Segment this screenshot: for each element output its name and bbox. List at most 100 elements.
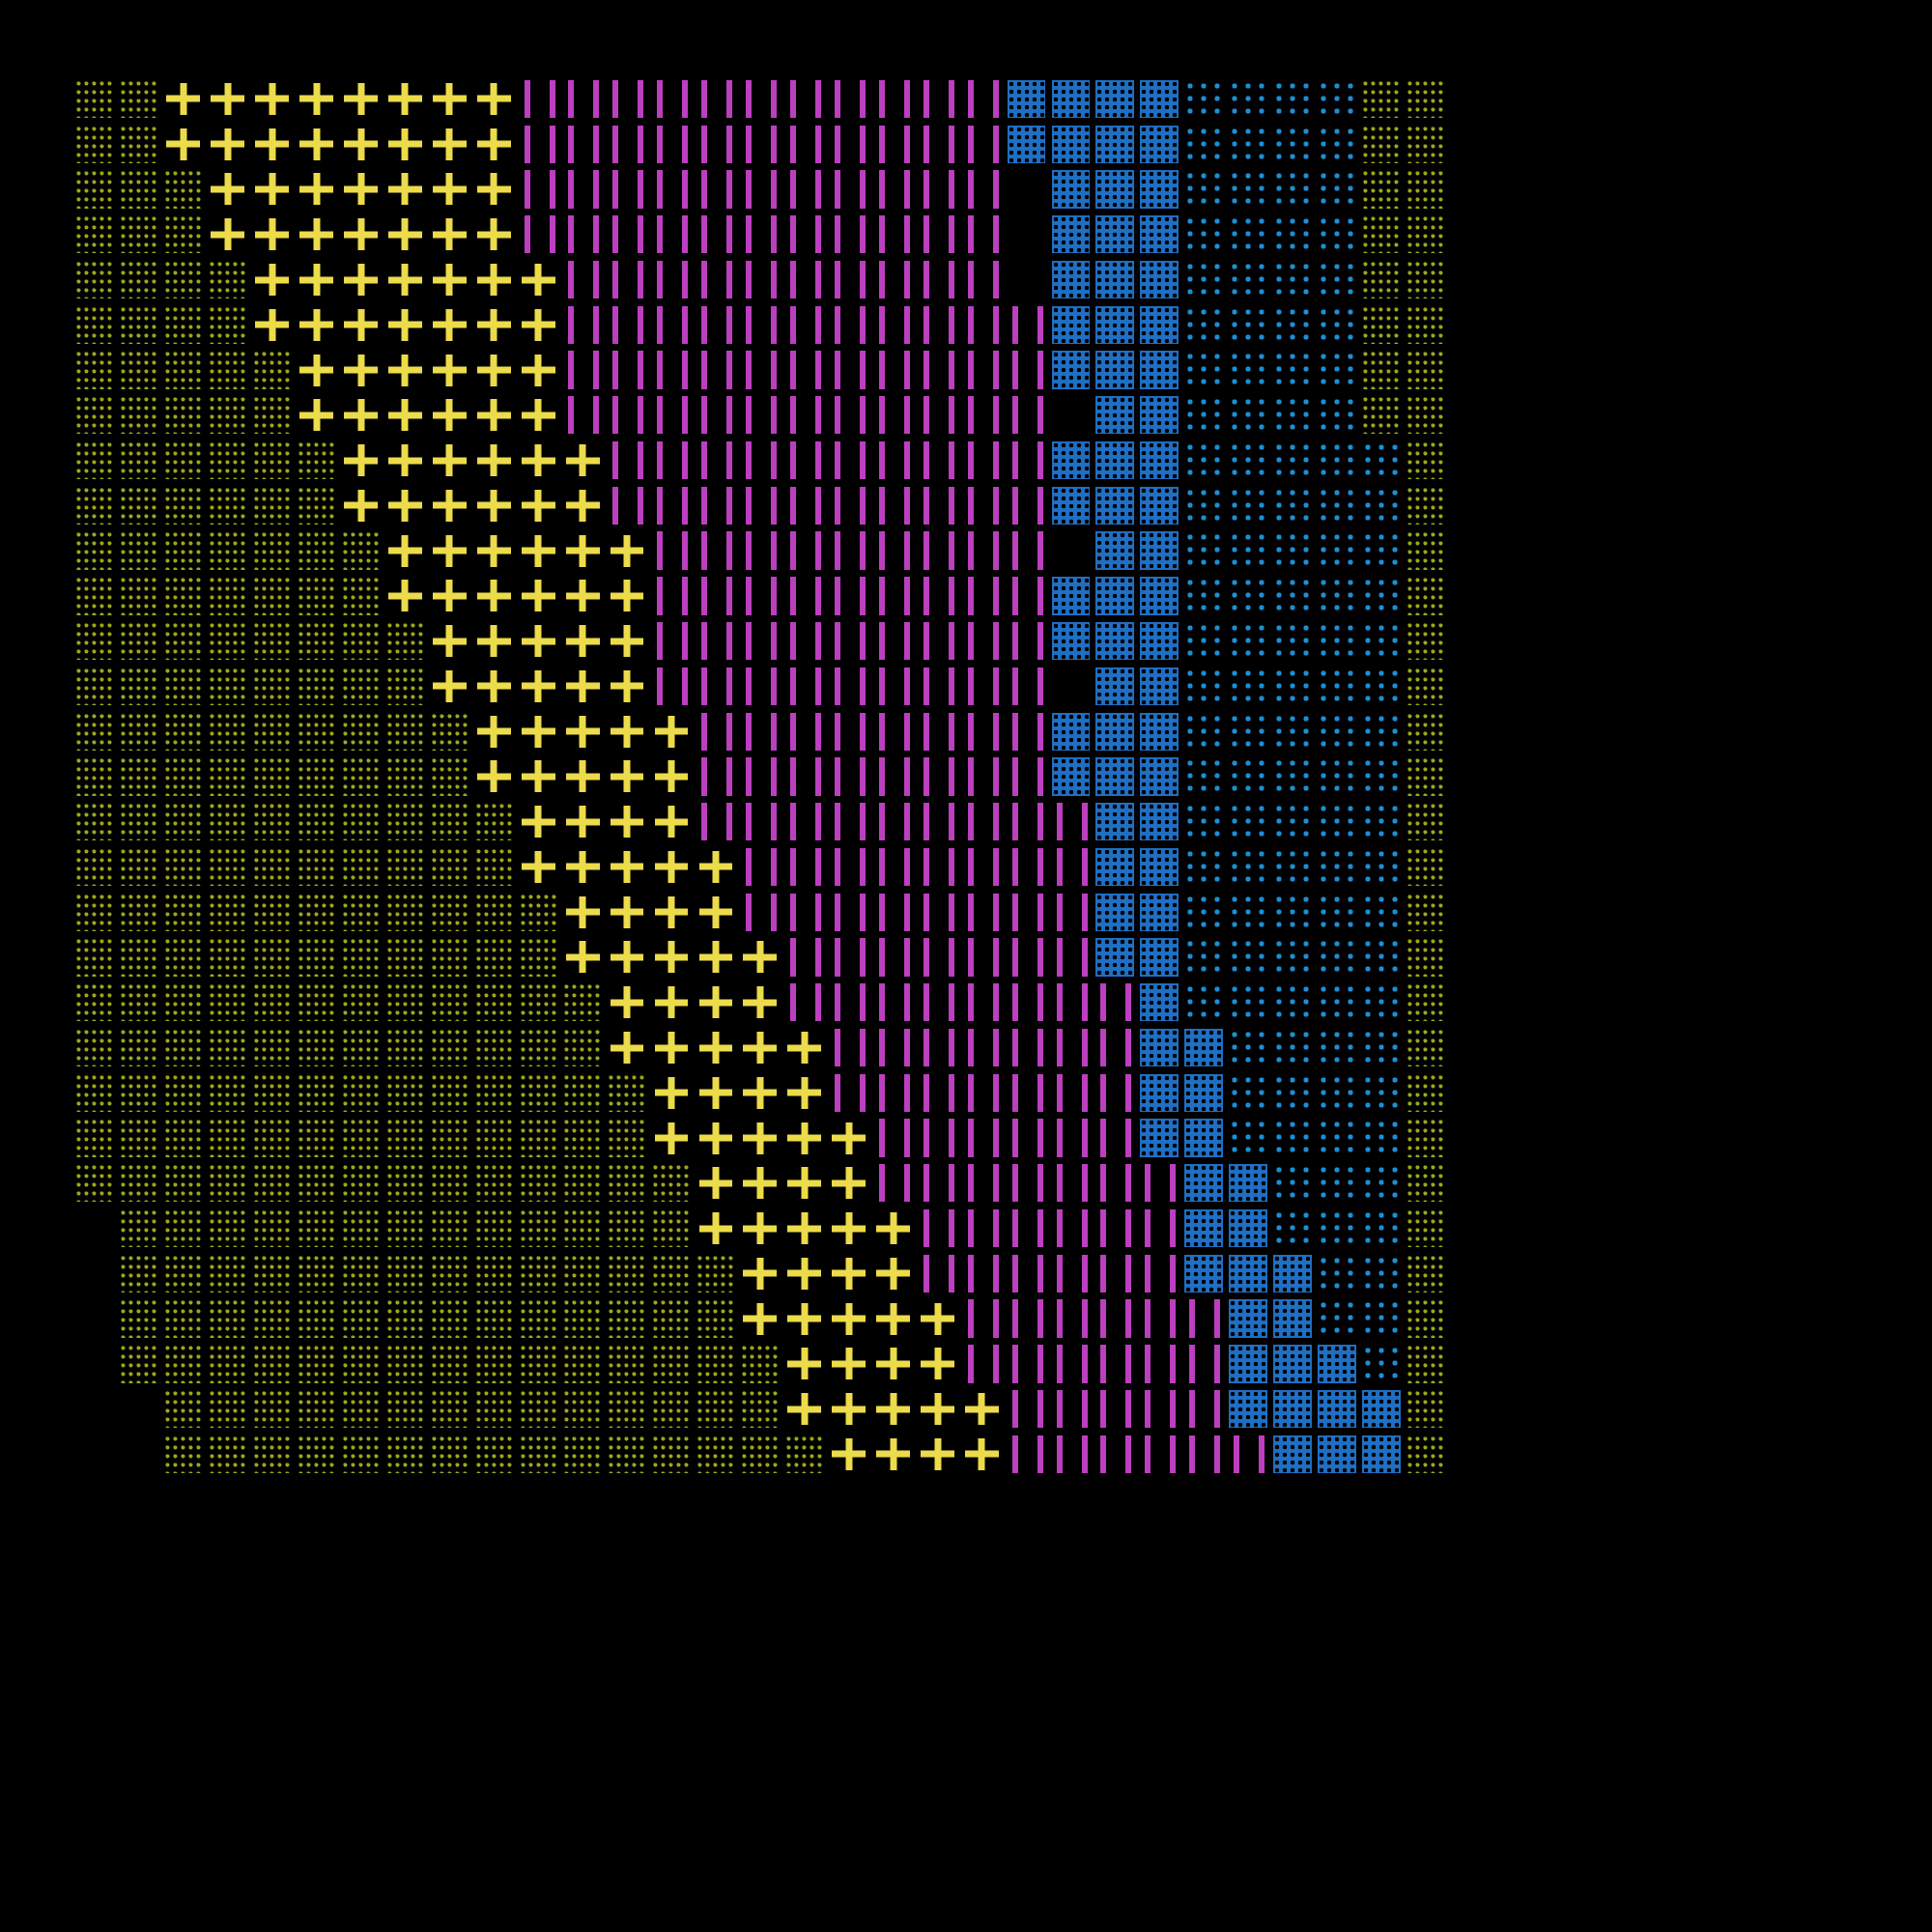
heatmap-cell-glyph	[962, 938, 1002, 977]
heatmap-cell-glyph	[652, 351, 691, 389]
heatmap-cell-glyph	[520, 577, 558, 614]
heatmap-cell	[207, 1433, 251, 1478]
heatmap-cell-glyph	[1229, 712, 1267, 751]
heatmap-cell	[340, 1252, 384, 1297]
heatmap-cell-glyph	[1140, 712, 1179, 751]
heatmap-cell	[783, 754, 828, 800]
heatmap-cell	[1316, 349, 1360, 394]
heatmap-cell	[917, 258, 961, 303]
heatmap-cell-glyph	[1140, 1254, 1179, 1293]
cross-horizontal-bar	[565, 908, 600, 916]
heatmap-cell	[828, 665, 872, 710]
heatmap-cell	[828, 800, 872, 845]
heatmap-cell	[118, 1161, 162, 1207]
heatmap-cell-glyph	[1229, 531, 1267, 570]
heatmap-cell	[251, 710, 296, 755]
heatmap-cell-glyph	[652, 938, 691, 976]
heatmap-cell-glyph	[1229, 1299, 1267, 1338]
heatmap-cell-glyph	[1273, 396, 1312, 435]
heatmap-cell	[606, 1433, 650, 1478]
heatmap-cell-glyph	[1051, 260, 1091, 299]
heatmap-cell-glyph	[652, 1435, 691, 1474]
cross-horizontal-bar	[476, 95, 511, 102]
heatmap-cell	[1405, 1433, 1449, 1478]
heatmap-cell	[739, 1433, 783, 1478]
heatmap-cell	[1182, 77, 1227, 123]
heatmap-cell	[960, 619, 1005, 665]
heatmap-cell-glyph	[741, 125, 780, 163]
heatmap-cell-glyph	[1229, 1164, 1267, 1203]
heatmap-cell-glyph	[1007, 531, 1046, 570]
heatmap-cell	[118, 980, 162, 1026]
heatmap-cell-glyph	[430, 1073, 469, 1112]
heatmap-cell-glyph	[1095, 621, 1134, 661]
heatmap-cell	[917, 800, 961, 845]
cross-horizontal-bar	[166, 95, 201, 102]
heatmap-cell	[650, 168, 695, 213]
heatmap-cell	[606, 258, 650, 303]
heatmap-cell-glyph	[1007, 1028, 1046, 1067]
heatmap-cell-glyph	[519, 983, 558, 1022]
cross-horizontal-bar	[344, 501, 378, 509]
heatmap-row	[73, 665, 1449, 710]
heatmap-cell	[428, 258, 472, 303]
cross-horizontal-bar	[433, 231, 467, 239]
heatmap-row	[73, 1342, 1449, 1387]
heatmap-cell-glyph	[75, 712, 114, 751]
heatmap-cell-glyph	[1273, 1345, 1312, 1383]
heatmap-cell-glyph	[474, 1345, 514, 1383]
heatmap-row	[73, 1252, 1449, 1297]
heatmap-cell-glyph	[1095, 1254, 1134, 1293]
heatmap-cell	[73, 980, 118, 1026]
heatmap-cell-glyph	[962, 1254, 1002, 1293]
heatmap-cell	[340, 303, 384, 349]
heatmap-cell	[1360, 1026, 1405, 1071]
heatmap-cell-glyph	[652, 1029, 691, 1066]
heatmap-cell	[428, 574, 472, 619]
cross-horizontal-bar	[698, 1179, 733, 1187]
heatmap-cell-glyph	[608, 351, 646, 389]
heatmap-cell-glyph	[873, 621, 913, 661]
heatmap-cell-glyph	[120, 486, 158, 525]
heatmap-cell	[118, 936, 162, 981]
heatmap-cell	[384, 529, 428, 575]
heatmap-cell-glyph	[785, 803, 824, 841]
heatmap-cell	[340, 529, 384, 575]
heatmap-cell-glyph	[741, 938, 780, 976]
heatmap-cell-glyph	[297, 757, 336, 796]
heatmap-cell	[340, 77, 384, 123]
heatmap-cell	[1360, 619, 1405, 665]
heatmap-cell-glyph	[164, 531, 203, 570]
heatmap-cell	[960, 1207, 1005, 1252]
heatmap-cell-glyph	[785, 712, 824, 751]
heatmap-cell-glyph	[209, 1208, 247, 1248]
heatmap-cell	[472, 754, 517, 800]
heatmap-cell	[118, 574, 162, 619]
heatmap-cell-glyph	[829, 1073, 868, 1112]
heatmap-cell	[1405, 1026, 1449, 1071]
heatmap-cell-glyph	[1318, 125, 1356, 163]
heatmap-cell	[1360, 258, 1405, 303]
heatmap-cell-glyph	[1362, 757, 1401, 796]
heatmap-cell-glyph	[1273, 1119, 1312, 1157]
heatmap-row	[73, 1433, 1449, 1478]
heatmap-cell	[783, 393, 828, 439]
heatmap-cell	[384, 800, 428, 845]
heatmap-cell-glyph	[1140, 170, 1179, 209]
cross-horizontal-bar	[698, 863, 733, 870]
heatmap-cell-glyph	[164, 1299, 203, 1338]
heatmap-cell	[695, 710, 739, 755]
heatmap-cell	[296, 665, 340, 710]
heatmap-cell	[1182, 439, 1227, 484]
heatmap-cell-glyph	[386, 531, 425, 569]
heatmap-cell-glyph	[874, 1390, 913, 1428]
heatmap-cell-glyph	[75, 396, 114, 435]
cross-horizontal-bar	[521, 547, 555, 554]
heatmap-cell	[828, 619, 872, 665]
heatmap-cell-glyph	[962, 1164, 1002, 1203]
cross-horizontal-bar	[476, 457, 511, 465]
heatmap-cell	[517, 1252, 561, 1297]
heatmap-cell	[472, 710, 517, 755]
heatmap-cell	[917, 1207, 961, 1252]
heatmap-row	[73, 1161, 1449, 1207]
